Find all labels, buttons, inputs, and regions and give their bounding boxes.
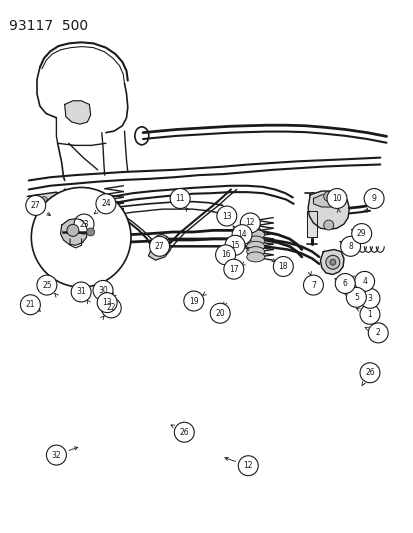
Text: 10: 10	[331, 194, 341, 203]
Text: 13: 13	[221, 212, 231, 221]
Text: 3: 3	[367, 294, 372, 303]
Text: 14: 14	[237, 230, 246, 239]
Circle shape	[351, 224, 371, 244]
Circle shape	[329, 259, 335, 265]
Text: 29: 29	[356, 229, 366, 238]
Circle shape	[93, 280, 113, 301]
Text: 12: 12	[245, 219, 254, 228]
Text: 25: 25	[42, 280, 52, 289]
Text: 9: 9	[371, 194, 376, 203]
Circle shape	[96, 194, 116, 214]
Polygon shape	[307, 191, 349, 229]
Circle shape	[335, 273, 354, 294]
Circle shape	[273, 256, 292, 277]
Circle shape	[323, 191, 333, 201]
Circle shape	[31, 188, 131, 287]
Circle shape	[363, 189, 383, 208]
Ellipse shape	[246, 241, 264, 251]
Polygon shape	[64, 101, 90, 124]
Circle shape	[71, 282, 91, 302]
Text: 11: 11	[175, 194, 185, 203]
Text: 23: 23	[79, 220, 89, 229]
Text: 20: 20	[215, 309, 225, 318]
Ellipse shape	[246, 247, 264, 256]
Polygon shape	[148, 244, 170, 260]
Text: 12: 12	[243, 461, 252, 470]
Circle shape	[354, 271, 374, 292]
Polygon shape	[36, 192, 63, 214]
Circle shape	[368, 323, 387, 343]
Circle shape	[43, 206, 50, 213]
Text: 15: 15	[230, 241, 239, 250]
Circle shape	[223, 259, 243, 279]
Circle shape	[215, 245, 235, 265]
Circle shape	[50, 198, 57, 205]
Text: 93117  500: 93117 500	[9, 19, 88, 33]
Text: 8: 8	[347, 242, 352, 251]
Circle shape	[170, 189, 190, 208]
Text: 16: 16	[220, 251, 230, 260]
Text: 5: 5	[353, 293, 358, 302]
Text: 17: 17	[228, 265, 238, 273]
Circle shape	[46, 445, 66, 465]
Circle shape	[97, 293, 117, 312]
Text: 4: 4	[361, 277, 366, 286]
Text: 1: 1	[367, 310, 371, 319]
Text: 27: 27	[31, 201, 40, 210]
Text: 18: 18	[278, 262, 287, 271]
Circle shape	[74, 214, 94, 234]
Circle shape	[26, 196, 45, 215]
Circle shape	[149, 236, 169, 256]
Polygon shape	[60, 219, 87, 245]
Text: 32: 32	[52, 450, 61, 459]
Circle shape	[238, 456, 258, 475]
Circle shape	[86, 228, 95, 236]
Text: 22: 22	[106, 303, 116, 312]
Circle shape	[359, 363, 379, 383]
Circle shape	[183, 291, 203, 311]
Ellipse shape	[246, 236, 264, 246]
Text: 31: 31	[76, 287, 86, 296]
Text: 21: 21	[26, 300, 35, 309]
Text: 13: 13	[102, 298, 112, 307]
Circle shape	[225, 235, 244, 255]
Circle shape	[325, 255, 339, 269]
Text: 24: 24	[101, 199, 110, 208]
Circle shape	[323, 220, 333, 230]
Circle shape	[210, 303, 230, 323]
Circle shape	[40, 197, 47, 204]
Text: 26: 26	[364, 368, 374, 377]
Circle shape	[326, 189, 346, 208]
Circle shape	[303, 275, 323, 295]
Text: 26: 26	[179, 428, 189, 437]
Text: 2: 2	[375, 328, 380, 337]
Circle shape	[157, 239, 165, 247]
Circle shape	[359, 288, 379, 308]
Polygon shape	[320, 249, 343, 274]
Text: 6: 6	[342, 279, 347, 288]
Text: 30: 30	[98, 286, 108, 295]
Ellipse shape	[246, 252, 264, 262]
Text: 19: 19	[188, 296, 198, 305]
Circle shape	[240, 213, 260, 233]
Circle shape	[346, 287, 366, 308]
Circle shape	[37, 275, 57, 295]
Circle shape	[101, 298, 121, 318]
Text: 27: 27	[154, 242, 164, 251]
Polygon shape	[313, 195, 338, 207]
Circle shape	[174, 422, 194, 442]
Ellipse shape	[246, 230, 264, 240]
Text: 7: 7	[310, 280, 315, 289]
Circle shape	[232, 225, 252, 245]
Circle shape	[20, 295, 40, 314]
Polygon shape	[306, 211, 316, 237]
Circle shape	[153, 235, 169, 251]
Circle shape	[216, 206, 236, 226]
Circle shape	[359, 304, 379, 324]
Circle shape	[340, 236, 360, 256]
Circle shape	[67, 224, 79, 236]
